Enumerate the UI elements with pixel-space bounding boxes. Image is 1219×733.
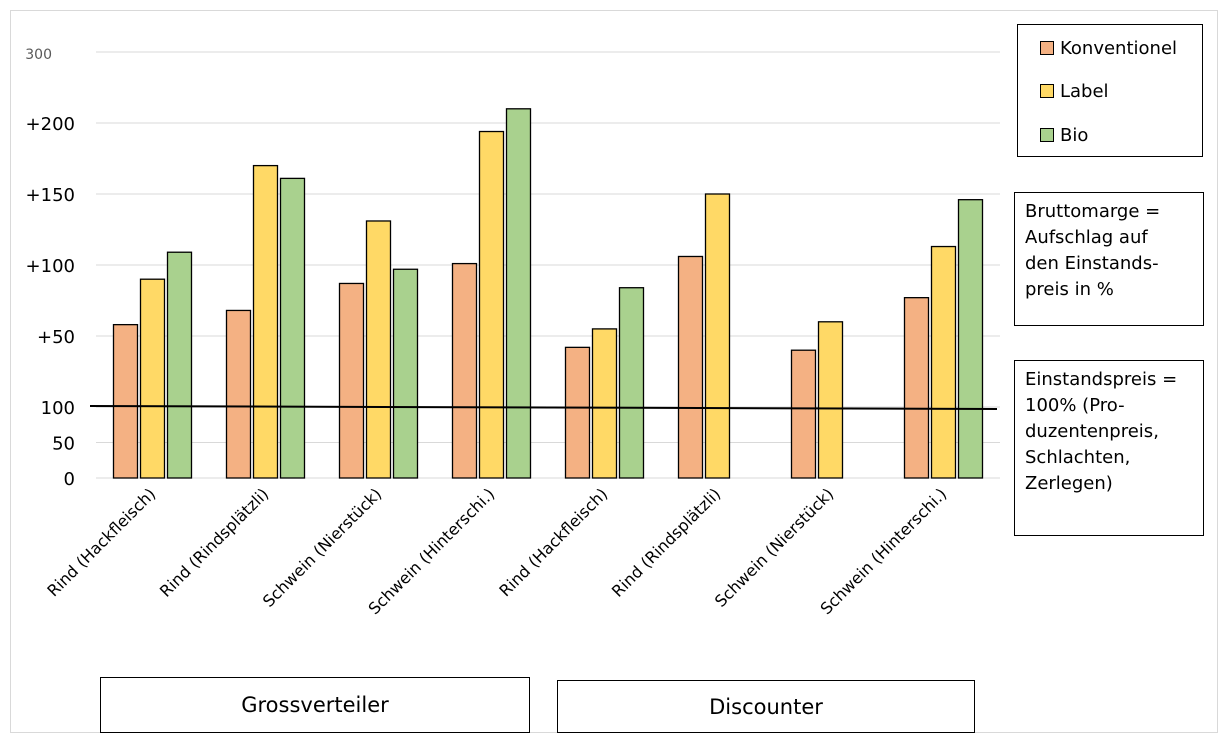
bar xyxy=(677,255,704,479)
y-tick-label: 50 xyxy=(52,434,75,455)
bar xyxy=(112,323,139,479)
legend-item-konventionel: Konventionel xyxy=(1040,36,1177,60)
y-tick-label: 100 xyxy=(41,398,75,419)
bar xyxy=(903,297,930,479)
bar xyxy=(225,309,252,479)
x-tick-label: Schwein (Nierstück) xyxy=(259,484,385,610)
y-tick-label: +150 xyxy=(26,185,75,206)
legend-label-label: Label xyxy=(1060,80,1109,102)
bar xyxy=(790,349,817,479)
reference-line-100 xyxy=(89,405,998,410)
y-tick-label: +200 xyxy=(26,114,75,135)
x-tick-label: Rind (Hackfleisch) xyxy=(495,484,611,600)
bar xyxy=(957,199,984,479)
note-einstandspreis: Einstandspreis = 100% (Pro- duzentenprei… xyxy=(1014,360,1204,536)
legend-item-label: Label xyxy=(1040,79,1109,103)
bar xyxy=(478,130,505,479)
y-tick-label: +50 xyxy=(37,327,75,348)
y-tick-label: 0 xyxy=(64,469,75,490)
legend-label-bio: Bio xyxy=(1060,124,1089,146)
y-tick-label: 300 xyxy=(25,47,52,63)
legend-item-bio: Bio xyxy=(1040,123,1088,147)
legend-label-konventionel: Konventionel xyxy=(1060,37,1178,59)
x-tick-label: Schwein (Hinterschi.) xyxy=(816,484,950,618)
x-tick-label: Schwein (Nierstück) xyxy=(711,484,837,610)
bar xyxy=(365,220,392,479)
note-bruttomarge: Bruttomarge = Aufschlag auf den Einstand… xyxy=(1014,192,1204,326)
bar xyxy=(451,262,478,479)
bar xyxy=(338,282,365,479)
bar xyxy=(704,193,731,479)
x-tick-label: Rind (Rindsplätzli) xyxy=(608,484,724,600)
y-tick-label: +100 xyxy=(26,256,75,277)
bar xyxy=(591,328,618,479)
group-label-grossverteiler: Grossverteiler xyxy=(100,677,530,733)
bar xyxy=(505,108,532,479)
bar xyxy=(279,177,306,479)
bar xyxy=(252,164,279,479)
bar xyxy=(930,245,957,479)
bar xyxy=(618,287,645,479)
legend: Konventionel Label Bio xyxy=(1017,24,1203,157)
x-tick-label: Rind (Rindsplätzli) xyxy=(156,484,272,600)
legend-swatch-label xyxy=(1040,84,1054,98)
bar xyxy=(392,268,419,479)
bar xyxy=(817,321,844,479)
legend-swatch-bio xyxy=(1040,128,1054,142)
bar xyxy=(166,251,193,479)
legend-swatch-konventionel xyxy=(1040,41,1054,55)
bar xyxy=(564,346,591,479)
x-tick-label: Rind (Hackfleisch) xyxy=(43,484,159,600)
bar xyxy=(139,278,166,479)
group-label-discounter: Discounter xyxy=(557,680,975,733)
x-tick-label: Schwein (Hinterschi.) xyxy=(364,484,498,618)
